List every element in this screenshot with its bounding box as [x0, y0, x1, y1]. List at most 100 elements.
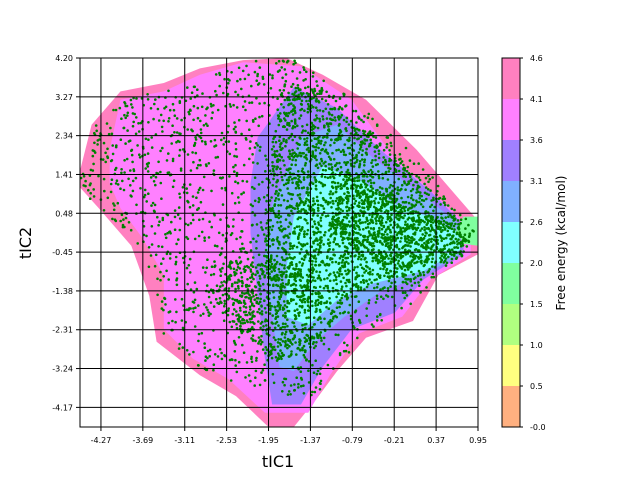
scatter-point	[326, 277, 329, 280]
scatter-point	[323, 277, 326, 281]
scatter-point	[243, 77, 247, 81]
scatter-point	[124, 216, 128, 220]
scatter-point	[315, 237, 318, 240]
scatter-point	[258, 300, 262, 304]
scatter-point	[198, 218, 201, 222]
scatter-point	[372, 256, 375, 260]
scatter-point	[443, 201, 446, 204]
scatter-point	[175, 131, 179, 134]
scatter-point	[221, 266, 224, 270]
scatter-point	[286, 299, 289, 303]
scatter-point	[453, 246, 456, 249]
scatter-point	[269, 307, 272, 310]
scatter-point	[311, 363, 314, 367]
scatter-point	[303, 349, 307, 352]
scatter-point	[360, 258, 363, 261]
scatter-point	[284, 218, 288, 221]
scatter-point	[403, 268, 407, 272]
scatter-point	[344, 256, 347, 260]
scatter-point	[93, 151, 97, 154]
scatter-point	[297, 170, 300, 173]
scatter-point	[173, 114, 177, 117]
scatter-point	[316, 84, 319, 87]
scatter-point	[365, 147, 368, 151]
scatter-point	[328, 167, 331, 171]
scatter-point	[286, 309, 290, 313]
scatter-point	[331, 309, 334, 313]
scatter-point	[293, 325, 296, 328]
scatter-point	[321, 261, 325, 264]
scatter-point	[331, 151, 334, 155]
scatter-point	[327, 347, 331, 351]
scatter-point	[233, 273, 237, 277]
scatter-point	[283, 68, 287, 71]
scatter-point	[271, 224, 275, 228]
scatter-point	[204, 114, 207, 117]
scatter-point	[236, 79, 239, 83]
scatter-point	[324, 164, 328, 168]
scatter-point	[177, 206, 181, 209]
scatter-point	[369, 233, 373, 236]
scatter-point	[307, 295, 311, 299]
scatter-point	[345, 231, 348, 234]
scatter-point	[233, 170, 236, 173]
scatter-point	[457, 223, 461, 226]
scatter-point	[328, 192, 332, 196]
scatter-point	[111, 144, 114, 147]
scatter-point	[278, 188, 282, 192]
scatter-point	[330, 206, 333, 209]
scatter-point	[334, 260, 338, 264]
scatter-point	[348, 232, 351, 236]
scatter-point	[346, 187, 350, 190]
scatter-point	[349, 287, 353, 291]
scatter-point	[404, 253, 408, 256]
scatter-point	[278, 270, 282, 274]
scatter-point	[199, 163, 202, 167]
scatter-point	[253, 199, 257, 203]
scatter-point	[357, 151, 361, 154]
scatter-point	[147, 121, 150, 124]
scatter-point	[377, 252, 381, 256]
scatter-point	[277, 338, 280, 341]
scatter-point	[326, 103, 330, 106]
scatter-point	[348, 220, 351, 223]
scatter-point	[377, 149, 381, 153]
scatter-point	[272, 169, 275, 173]
scatter-point	[340, 201, 344, 205]
scatter-point	[279, 215, 283, 218]
scatter-point	[254, 273, 257, 277]
scatter-point	[459, 233, 462, 236]
scatter-point	[314, 184, 318, 188]
scatter-point	[271, 76, 274, 80]
scatter-point	[335, 149, 338, 152]
scatter-point	[326, 214, 330, 217]
scatter-point	[369, 227, 373, 230]
scatter-point	[171, 159, 175, 163]
scatter-point	[361, 149, 365, 152]
scatter-point	[399, 157, 402, 161]
scatter-point	[110, 159, 114, 162]
scatter-point	[472, 230, 475, 233]
scatter-point	[245, 180, 249, 183]
scatter-point	[340, 287, 343, 291]
scatter-point	[321, 118, 325, 121]
scatter-point	[395, 245, 399, 249]
scatter-point	[202, 175, 206, 179]
scatter-point	[324, 107, 328, 111]
scatter-point	[271, 184, 275, 187]
scatter-point	[226, 297, 230, 301]
scatter-point	[406, 183, 409, 186]
scatter-point	[417, 281, 420, 284]
scatter-point	[208, 348, 212, 352]
scatter-point	[410, 203, 414, 206]
scatter-point	[217, 302, 221, 306]
scatter-point	[175, 242, 178, 246]
x-tick-label: -2.53	[216, 436, 237, 445]
scatter-point	[258, 149, 262, 152]
scatter-point	[205, 266, 208, 270]
scatter-point	[233, 121, 236, 124]
scatter-point	[319, 300, 323, 304]
scatter-point	[427, 246, 430, 249]
scatter-point	[261, 180, 264, 184]
scatter-point	[303, 356, 307, 359]
